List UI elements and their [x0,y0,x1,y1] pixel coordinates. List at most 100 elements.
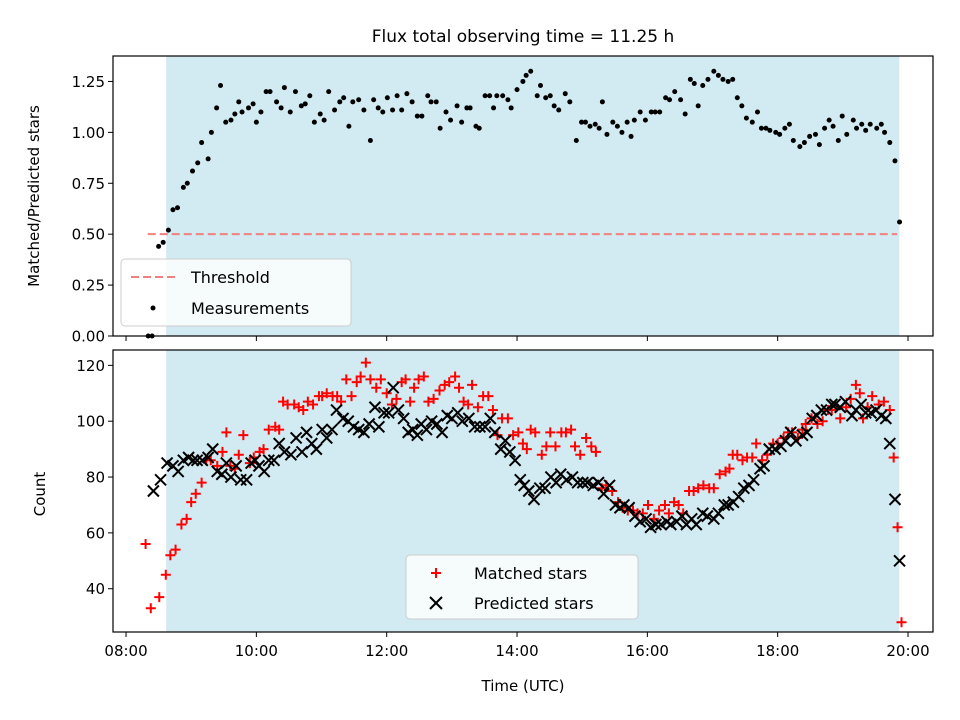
matched-star-marker [751,438,762,449]
measurement-point [292,89,298,95]
matched-star-marker [517,438,528,449]
measurement-point [258,109,264,115]
matched-star-marker [530,427,541,438]
measurement-point [715,72,721,78]
measurement-point [562,91,568,97]
predicted-star-marker [675,509,689,523]
measurement-point [425,93,431,99]
measurement-point [763,125,769,131]
figure-title: Flux total observing time = 11.25 h [372,27,675,47]
predicted-star-marker [420,423,433,436]
measurement-point [356,97,362,103]
measurement-point [443,109,449,115]
x-tick-label: 12:00 [365,642,408,660]
measurement-point [573,138,579,144]
predicted-star-marker [300,426,313,439]
matched-star-marker [321,388,332,399]
matched-star-marker [140,539,151,550]
measurement-point [711,68,717,74]
matched-star-marker [817,416,828,427]
predicted-star-marker [186,454,200,467]
measurement-point [350,99,356,105]
predicted-star-marker [484,412,497,425]
measurement-point [508,105,514,111]
measurement-point [523,72,529,78]
measurement-point [214,105,220,111]
predicted-star-marker [879,412,893,425]
matched-star-marker [386,399,397,410]
predicted-star-marker [533,482,547,495]
measurement-point [854,125,860,131]
matched-star-marker [732,449,743,460]
matched-star-marker [170,544,181,555]
predicted-star-marker [325,423,339,436]
measurement-point [725,78,731,84]
predicted-star-marker [859,406,872,420]
measurement-point [274,99,280,105]
measurement-point [543,95,549,101]
measurement-point [720,76,726,82]
predicted-star-marker [514,473,527,487]
measurement-point [311,119,317,125]
predicted-star-marker [154,473,167,487]
measurement-point [801,140,807,146]
measurement-point [236,99,242,105]
measurement-point [743,115,749,121]
predicted-star-marker [488,426,502,439]
matched-star-marker [450,371,461,382]
predicted-star-marker [272,437,286,450]
measurement-point [253,119,259,125]
predicted-star-marker [171,465,185,478]
matched-star-marker [747,452,758,463]
matched-star-marker [221,427,232,438]
predicted-star-marker [387,381,400,394]
measurement-point [887,140,893,146]
matched-star-marker [176,519,187,530]
matched-star-marker [643,499,654,510]
matched-star-marker [418,371,429,382]
measurement-point [537,83,543,89]
measurement-point [830,123,836,129]
predicted-star-marker [234,473,247,487]
predicted-star-marker [592,476,605,489]
matched-star-marker [467,379,478,390]
predicted-star-marker [784,426,797,439]
predicted-star-marker [240,473,253,487]
measurement-point [394,93,400,99]
predicted-star-marker [330,403,343,417]
measurement-point [520,78,526,84]
predicted-star-marker [622,501,636,514]
matched-star-marker [581,432,592,443]
predicted-star-marker [779,434,792,447]
measurement-point [596,125,602,131]
measurement-point [642,117,648,123]
predicted-star-marker [603,479,616,492]
legend-measurement-label: Measurements [191,299,309,318]
predicted-star-marker [800,426,814,439]
predicted-star-marker [690,518,703,531]
top-x-axis-ticks [125,336,909,341]
measurement-point [278,105,284,111]
ratio-panel: 0.00 0.25 0.50 0.75 1.00 1.25 Matched/Predict… [25,55,934,346]
matched-star-marker [413,374,424,385]
measurement-point [302,101,308,107]
matched-star-points [140,357,907,628]
predicted-star-marker [473,420,487,433]
matched-star-marker [896,617,907,628]
predicted-star-marker [224,470,238,484]
matched-star-marker [892,522,903,533]
predicted-star-marker [549,476,563,489]
predicted-star-marker [397,412,410,425]
bottom-y-tick-label: 40 [86,580,105,598]
predicted-star-marker [649,518,663,531]
measurement-point [835,138,841,144]
matched-star-marker [536,449,547,460]
bottom-y-tick-label: 80 [86,469,105,487]
matched-star-marker [673,499,684,510]
measurement-point [232,111,238,117]
predicted-star-marker [190,454,204,467]
measurement-point [739,103,745,109]
matched-star-marker [867,391,878,402]
measurement-point [867,121,873,127]
matched-star-marker [513,427,524,438]
